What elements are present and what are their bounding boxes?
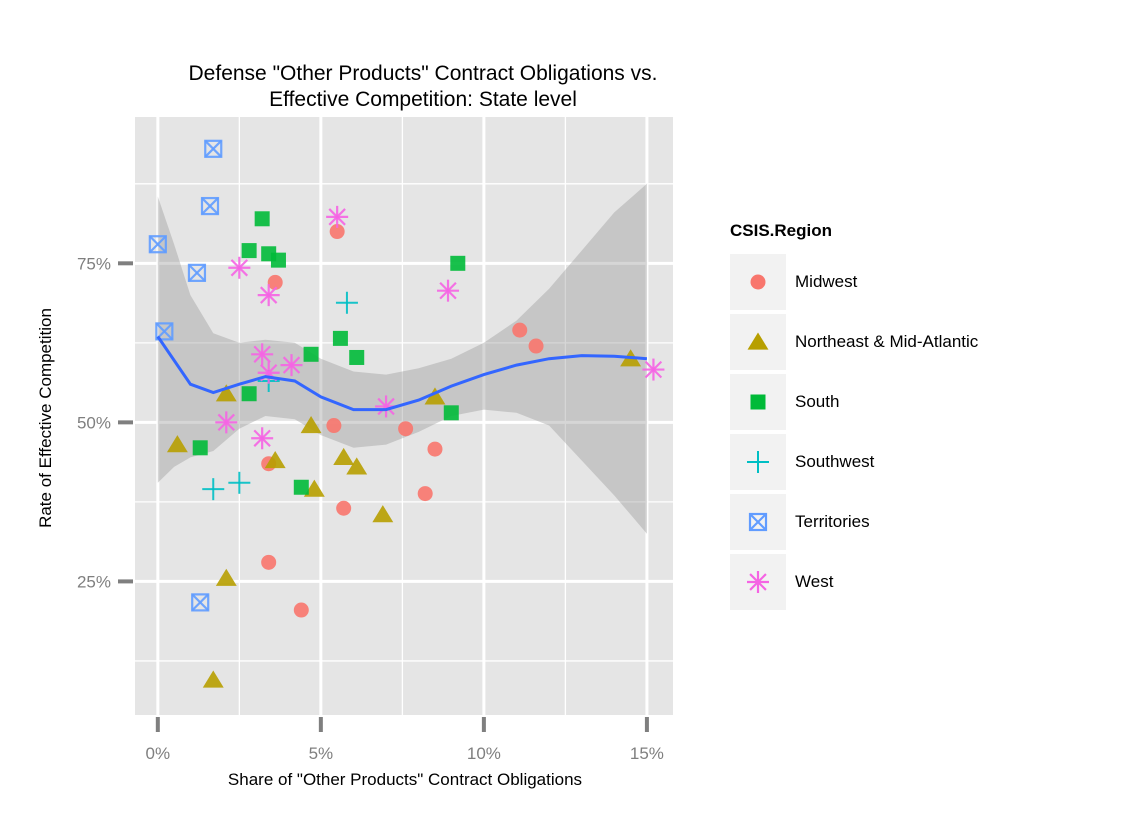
- legend-key: [750, 274, 766, 290]
- data-point: [251, 427, 274, 450]
- data-point: [372, 505, 394, 523]
- chart-title-line1: Defense "Other Products" Contract Obliga…: [188, 62, 658, 85]
- data-point: [450, 255, 466, 271]
- data-point: [228, 256, 251, 279]
- legend-label: Midwest: [795, 272, 858, 291]
- series-territories: [148, 139, 223, 612]
- data-point: [326, 418, 342, 434]
- legend-label: Territories: [795, 512, 870, 531]
- data-point: [166, 435, 188, 453]
- data-point: [335, 291, 358, 314]
- x-tick-label: 10%: [467, 744, 501, 763]
- data-point: [528, 338, 544, 354]
- data-point: [215, 568, 237, 586]
- data-point: [241, 386, 257, 402]
- x-tick-label: 0%: [146, 744, 171, 763]
- data-point: [267, 274, 283, 290]
- data-point: [300, 416, 322, 434]
- data-point: [191, 593, 210, 612]
- data-point: [192, 440, 208, 456]
- data-point: [293, 479, 309, 495]
- legend-label: Northeast & Mid-Atlantic: [795, 332, 979, 351]
- axes: 0% 5% 10% 15% 25% 50% 75%: [77, 254, 664, 763]
- data-point: [241, 243, 257, 259]
- data-point: [642, 358, 665, 381]
- legend-key: [747, 451, 769, 473]
- x-tick-label: 15%: [630, 744, 664, 763]
- y-tick-label: 25%: [77, 572, 111, 591]
- data-point: [417, 486, 433, 502]
- data-point: [270, 252, 286, 268]
- legend-label: South: [795, 392, 840, 411]
- series-west: [215, 205, 665, 450]
- data-point: [303, 479, 325, 497]
- legend-key: [748, 512, 768, 532]
- series-south: [192, 211, 466, 495]
- data-point: [303, 346, 319, 362]
- data-point: [215, 384, 237, 402]
- data-point: [148, 235, 167, 254]
- data-point: [200, 196, 220, 216]
- x-axis-label: Share of "Other Products" Contract Oblig…: [227, 770, 583, 789]
- data-point: [443, 405, 459, 421]
- data-point: [202, 670, 224, 688]
- data-point: [257, 361, 280, 384]
- data-point: [329, 224, 345, 240]
- y-axis-label: Rate of Effective Competition: [36, 308, 55, 528]
- data-point: [346, 457, 368, 475]
- legend-key: [750, 394, 766, 410]
- data-point: [336, 500, 352, 516]
- data-point: [398, 421, 414, 437]
- data-point: [204, 139, 223, 158]
- data-point: [261, 554, 277, 570]
- data-point: [264, 451, 286, 469]
- y-tick-label: 50%: [77, 413, 111, 432]
- legend-label: West: [795, 572, 834, 591]
- data-point: [280, 354, 303, 377]
- data-point: [437, 279, 460, 302]
- data-point: [333, 447, 355, 465]
- plot-panel: [135, 117, 673, 715]
- data-point: [215, 411, 238, 434]
- legend: [730, 254, 786, 610]
- legend-label: Southwest: [795, 452, 875, 471]
- data-point: [326, 205, 349, 228]
- data-point: [512, 322, 528, 338]
- legend-title: CSIS.Region: [730, 221, 833, 240]
- data-point: [202, 478, 225, 501]
- data-point: [293, 602, 309, 618]
- data-point: [427, 441, 443, 457]
- data-point: [187, 263, 207, 282]
- legend-key: [747, 332, 769, 350]
- legend-key: [747, 571, 769, 593]
- data-point: [332, 330, 348, 346]
- x-tick-label: 5%: [309, 744, 334, 763]
- chart-title-line2: Effective Competition: State level: [269, 88, 577, 111]
- data-point: [349, 349, 365, 365]
- data-point: [257, 284, 280, 307]
- smooth-line: [156, 335, 648, 412]
- data-point: [254, 211, 270, 227]
- data-point: [251, 343, 274, 366]
- data-point: [228, 471, 251, 494]
- data-point: [424, 387, 446, 405]
- y-tick-label: 75%: [77, 254, 111, 273]
